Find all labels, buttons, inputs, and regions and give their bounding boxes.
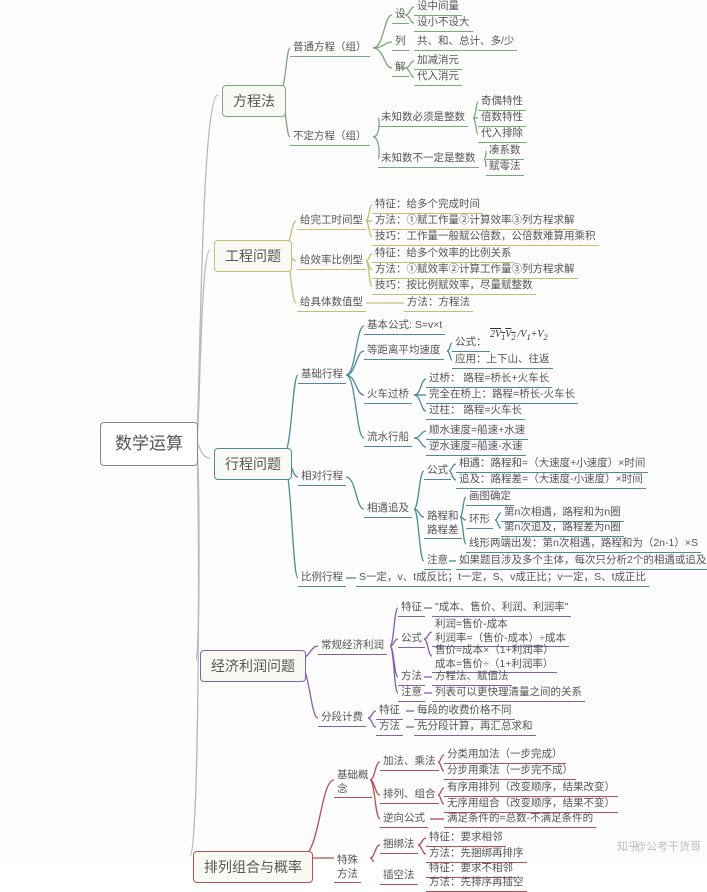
- leaf-29: 等距离平均速度: [364, 344, 444, 360]
- leaf-57: 公式: [398, 632, 425, 648]
- root-node: 数学运算: [100, 422, 198, 466]
- leaf-61: 方程法、赋值法: [432, 670, 512, 686]
- leaf-51: 如果题目涉及多个主体，每次只分析2个的相遇或追及: [456, 554, 707, 570]
- leaf-55: 特征: [398, 601, 425, 617]
- leaf-37: 顺水速度=船速+水速: [426, 424, 528, 440]
- leaf-42: 相遇：路程和=（大速度+小速度）×时间: [456, 457, 648, 473]
- leaf-6: 解: [392, 61, 409, 77]
- leaf-62: 注意: [398, 686, 425, 702]
- leaf-78: 特殊方法: [334, 854, 361, 883]
- leaf-80: 特征：要求相邻: [426, 831, 506, 847]
- leaf-82: 插空法: [380, 869, 418, 885]
- formula-avg-speed: 2V1V2/V1+V2: [488, 330, 548, 342]
- leaf-52: 比例行程: [298, 571, 346, 587]
- leaf-58: 利润=售价-成本利润率=（售价-成本）÷成本: [432, 618, 569, 647]
- leaf-31: 应用：上下山、往返: [452, 353, 553, 369]
- leaf-18: 特征：给多个完成时间: [372, 198, 483, 214]
- category-pl: 排列组合与概率: [193, 851, 313, 883]
- leaf-38: 逆水速度=船速-水速: [426, 440, 526, 456]
- leaf-8: 代入消元: [414, 70, 462, 86]
- leaf-79: 捆绑法: [380, 838, 418, 854]
- leaf-34: 完全在桥上：路程=桥长-火车长: [426, 388, 578, 404]
- leaf-39: 相对行程: [298, 470, 346, 486]
- leaf-73: 排列、组合: [380, 788, 439, 804]
- leaf-15: 凑系数: [486, 144, 524, 160]
- leaf-56: "成本、售价、利润、利润率": [432, 601, 571, 617]
- leaf-45: 画图确定: [466, 490, 514, 506]
- category-xc: 行程问题: [214, 448, 292, 480]
- leaf-1: 设: [392, 8, 409, 24]
- leaf-27: 基础行程: [298, 368, 346, 384]
- leaf-60: 方法: [398, 670, 425, 686]
- category-fcf: 方程法: [222, 85, 286, 117]
- leaf-33: 过桥： 路程=桥长+火车长: [426, 372, 552, 388]
- leaf-14: 未知数不一定是整数: [378, 152, 479, 168]
- leaf-69: 基础概念: [334, 769, 372, 798]
- leaf-36: 流水行船: [364, 431, 412, 447]
- leaf-4: 列: [392, 35, 409, 51]
- leaf-20: 技巧：工作量一般赋公倍数，公倍数难算用乘积: [372, 230, 599, 246]
- leaf-10: 未知数必须是整数: [378, 111, 468, 127]
- leaf-71: 分类用加法（一步完成）: [444, 748, 566, 764]
- leaf-28: 基本公式: S=v×t: [364, 319, 445, 335]
- leaf-64: 分段计费: [318, 711, 366, 727]
- leaf-65: 特征: [376, 704, 403, 720]
- leaf-25: 给具体数值型: [297, 296, 366, 312]
- leaf-84: 方法：先排序再插空: [426, 876, 527, 892]
- leaf-50: 注意: [424, 554, 451, 570]
- leaf-43: 追及：路程差=（大速度-小速度）×时间: [456, 473, 646, 489]
- leaf-5: 共、和、总计、多/少: [414, 35, 517, 51]
- leaf-3: 设小不设大: [414, 16, 473, 32]
- watermark-author: @公考干货哥: [635, 838, 701, 854]
- leaf-26: 方法：方程法: [404, 296, 473, 312]
- leaf-23: 方法：①赋效率②计算工作量③列方程求解: [372, 263, 578, 279]
- leaf-67: 方法: [376, 720, 403, 736]
- leaf-70: 加法、乘法: [380, 755, 439, 771]
- leaf-32: 火车过桥: [364, 388, 412, 404]
- leaf-21: 给效率比例型: [297, 254, 366, 270]
- leaf-54: 常规经济利润: [318, 639, 387, 655]
- leaf-13: 代入排除: [478, 127, 526, 143]
- leaf-19: 方法：①赋工作量②计算效率③列方程求解: [372, 214, 578, 230]
- leaf-47: 第n次相遇，路程和为n圈: [501, 506, 624, 522]
- leaf-22: 特征：给多个效率的比例关系: [372, 247, 515, 263]
- leaf-7: 加减消元: [414, 54, 462, 70]
- leaf-30: 公式：: [452, 336, 490, 352]
- leaf-72: 分步用乘法（一步完不成）: [444, 764, 576, 780]
- leaf-16: 赋零法: [486, 160, 524, 176]
- category-gc: 工程问题: [214, 240, 292, 272]
- category-jj: 经济利润问题: [200, 650, 306, 682]
- leaf-49: 线形两端出发：第n次相遇，路程和为（2n-1）×S: [466, 537, 701, 553]
- leaf-53: S一定，v、t成反比；t一定，S、v成正比；v一定，S、t成正比: [356, 571, 649, 587]
- leaf-66: 每段的收费价格不同: [414, 704, 515, 720]
- leaf-17: 给完工时间型: [297, 214, 366, 230]
- leaf-12: 倍数特性: [478, 111, 526, 127]
- leaf-74: 有序用排列（改变顺序，结果改变）: [444, 781, 618, 797]
- leaf-41: 公式: [424, 464, 451, 480]
- leaf-40: 相遇追及: [364, 502, 412, 518]
- leaf-46: 环形: [466, 513, 493, 529]
- leaf-24: 技巧：按比例赋效率，尽量赋整数: [372, 279, 536, 295]
- leaf-35: 过柱： 路程=火车长: [426, 404, 525, 420]
- leaf-2: 设中间量: [414, 0, 462, 16]
- leaf-77: 满足条件的=总数-不满足条件的: [444, 812, 596, 828]
- leaf-63: 列表可以更快理清量之间的关系: [432, 686, 585, 702]
- leaf-48: 第n次追及，路程差为n圈: [501, 521, 624, 537]
- leaf-75: 无序用组合（改变顺序，结果不变）: [444, 797, 618, 813]
- leaf-9: 不定方程（组）: [290, 130, 370, 146]
- leaf-0: 普通方程（组）: [290, 41, 370, 57]
- leaf-11: 奇偶特性: [478, 95, 526, 111]
- leaf-81: 方法：先捆绑再排序: [426, 847, 527, 863]
- leaf-76: 逆向公式: [380, 812, 428, 828]
- leaf-59: 售价=成本×（1+利润率）成本=售价÷（1+利润率）: [432, 644, 557, 673]
- leaf-68: 先分段计算，再汇总求和: [414, 720, 536, 736]
- leaf-44: 路程和路程差: [424, 510, 462, 539]
